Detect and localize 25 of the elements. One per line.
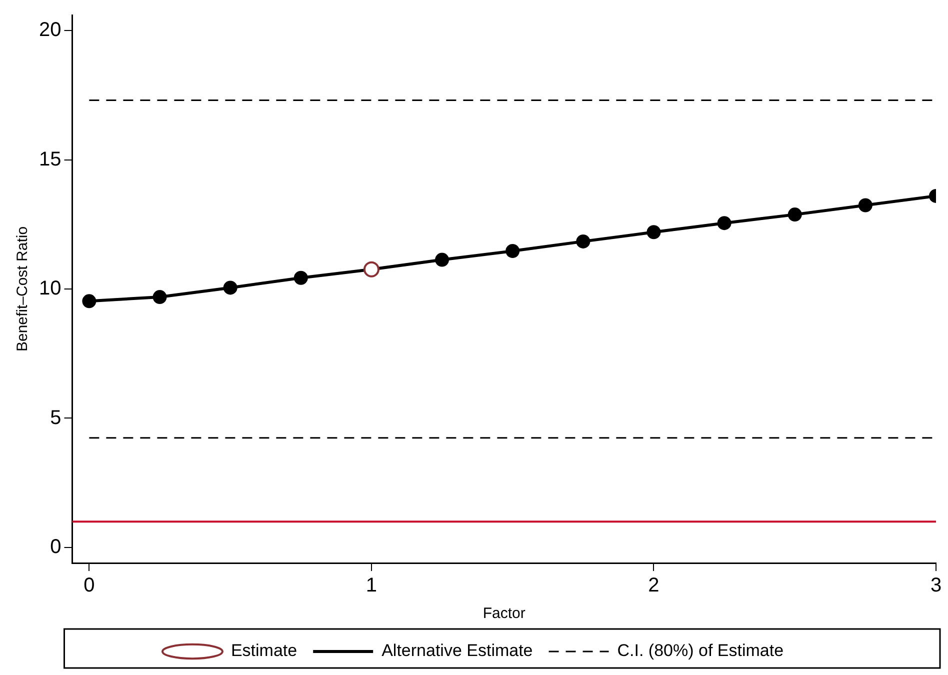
point [82,294,96,308]
x-tick-label: 1 [366,574,378,597]
point [788,208,802,222]
x-tick-label: 3 [930,574,942,597]
point [717,216,732,230]
y-tick-label: 0 [50,536,62,558]
legend-label: Estimate [230,641,298,660]
point [223,280,238,295]
legend-label: C.I. (80%) of Estimate [617,641,784,660]
legend-label: Alternative Estimate [382,641,533,660]
point [858,198,872,212]
x-axis-title: Factor [482,605,526,622]
point [506,244,520,258]
y-tick-label: 20 [38,19,62,42]
point [152,290,167,304]
y-axis-title: Benefit–Cost Ratio [14,226,32,352]
y-tick-label: 15 [38,148,62,170]
y-tick-label: 10 [38,278,62,300]
point [435,252,450,267]
x-tick-label: 0 [84,574,95,597]
point [646,225,661,240]
x-tick-label: 2 [648,574,660,597]
y-tick-label: 5 [50,406,62,429]
point [294,270,308,285]
point [576,234,590,248]
